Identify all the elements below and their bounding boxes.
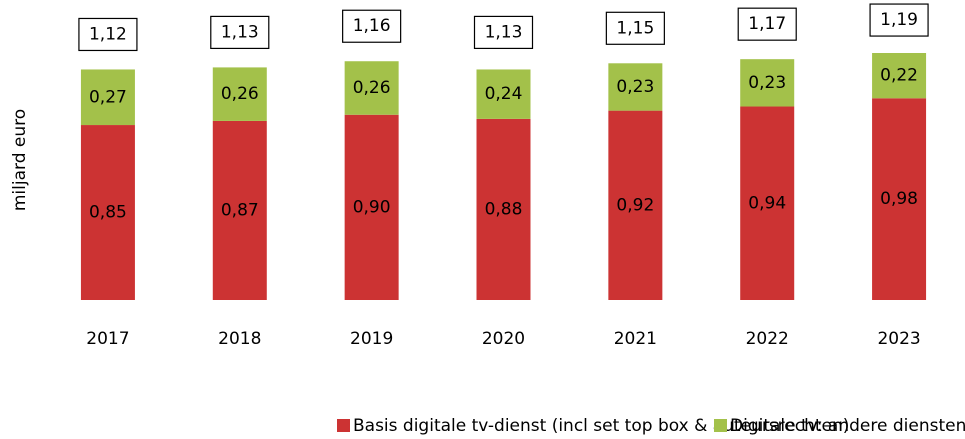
bar-segment [344,114,399,300]
value-label: 0,26 [353,78,391,98]
value-label: 0,92 [616,195,654,215]
bar-segment [740,59,795,107]
total-label: 1,13 [221,22,259,42]
total-box [342,9,402,43]
bar-segment [608,63,663,111]
bar-segment [212,67,267,121]
value-label: 0,88 [485,199,523,219]
total-box [78,17,138,52]
legend-swatch [337,419,350,432]
bar-segment [740,106,795,301]
bar-segment [344,61,399,115]
value-label: 0,24 [485,84,523,104]
total-box [737,7,797,41]
bar-segment [872,98,927,301]
total-label: 1,13 [485,22,523,42]
legend-swatch [714,419,727,432]
x-tick-label: 2017 [86,329,129,349]
value-label: 0,26 [221,84,259,104]
bar-segment [80,69,135,126]
total-box [869,3,929,37]
total-label: 1,12 [89,24,127,44]
value-label: 0,22 [880,66,918,86]
total-label: 1,17 [748,14,786,34]
value-label: 0,23 [748,73,786,93]
value-label: 0,98 [880,189,918,209]
bar-segment [80,125,135,301]
y-axis-label: miljard euro [10,109,30,211]
bar-segment [212,120,267,300]
bar-segment [872,53,927,99]
bar-segment [476,69,531,119]
total-box [210,15,270,50]
value-label: 0,27 [89,87,127,107]
value-label: 0,87 [221,200,259,220]
total-box [605,11,665,45]
total-label: 1,15 [616,18,654,38]
value-label: 0,90 [353,197,391,217]
x-tick-label: 2022 [746,329,789,349]
total-label: 1,19 [880,10,918,30]
x-tick-label: 2023 [877,329,920,349]
bar-segment [608,110,663,300]
bar-segment [476,118,531,300]
value-label: 0,94 [748,193,786,213]
x-tick-label: 2020 [482,329,525,349]
x-tick-label: 2018 [218,329,261,349]
total-box [473,15,534,50]
legend-label: Digitale tv: andere diensten [730,416,965,436]
x-tick-label: 2021 [614,329,657,349]
value-label: 0,23 [616,77,654,97]
x-tick-label: 2019 [350,329,393,349]
total-label: 1,16 [353,16,391,36]
value-label: 0,85 [89,203,127,223]
